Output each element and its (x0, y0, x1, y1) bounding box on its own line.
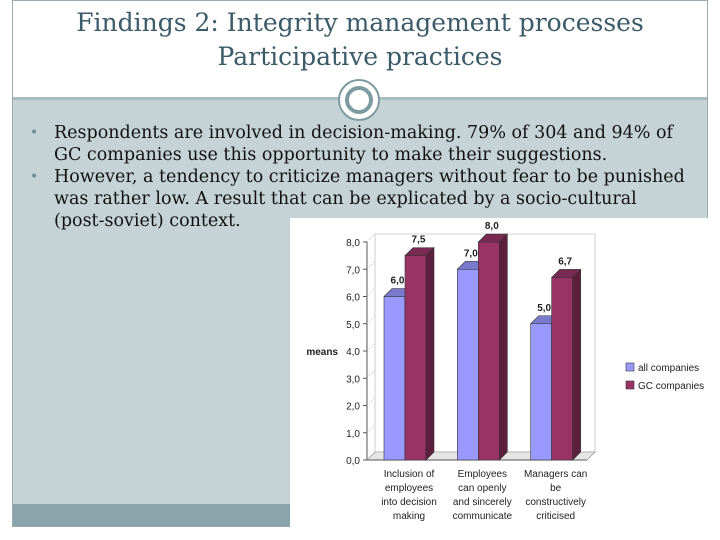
y-tick-diagonal (366, 451, 376, 461)
data-label: 6,0 (391, 276, 405, 287)
data-label: 7,0 (464, 248, 478, 259)
x-category-label: and sincerely (453, 497, 512, 508)
legend-swatch (625, 380, 635, 390)
x-category-label: employees (385, 483, 433, 494)
chart-svg: 0,0 1,0 2,0 3,0 4,0 5,0 6,0 7,0 8,0 means 6,0 7,5 In… (306, 221, 704, 522)
y-tick-diagonal (366, 342, 376, 352)
bar-top (550, 269, 582, 278)
bar-chart: 0,0 1,0 2,0 3,0 4,0 5,0 6,0 7,0 8,0 means 6,0 7,5 In… (290, 218, 720, 540)
y-axis-title: means (306, 347, 338, 358)
x-category-label: be (550, 483, 562, 494)
y-tick-label: 6,0 (346, 293, 360, 304)
ring-inner (345, 86, 373, 114)
bar-top (477, 233, 509, 243)
title-line-2: Participative practices (217, 42, 503, 71)
legend-label: GC companies (638, 381, 704, 392)
bar-front (478, 241, 500, 461)
bar-front (383, 296, 406, 461)
bullet-text-1: Respondents are involved in decision-mak… (54, 123, 673, 165)
x-category-label: constructively (525, 497, 586, 508)
bar-front (457, 268, 479, 461)
x-category-label: into decision (381, 497, 437, 508)
bar-front (404, 255, 427, 461)
x-category-label: making (393, 511, 425, 522)
y-tick-label: 5,0 (346, 320, 360, 331)
y-tick-diagonal (366, 424, 376, 433)
x-category-label: Inclusion of (384, 469, 435, 480)
bar-front (551, 277, 573, 461)
y-tick-diagonal (366, 288, 376, 297)
bar-side (499, 233, 508, 461)
data-label: 8,0 (485, 221, 499, 232)
y-tick-label: 7,0 (346, 265, 360, 276)
y-tick-label: 8,0 (346, 238, 360, 249)
slide-title: Findings 2: Integrity management process… (13, 0, 707, 97)
legend-swatch (625, 362, 635, 372)
bullet-dot-icon: • (30, 169, 39, 185)
y-tick-label: 3,0 (346, 374, 360, 385)
y-tick-label: 0,0 (346, 456, 360, 467)
bullet-text-2: However, a tendency to criticize manager… (54, 167, 685, 231)
y-tick-label: 4,0 (346, 347, 360, 358)
y-tick-diagonal (366, 315, 376, 324)
bar-side (425, 246, 435, 461)
bullet-item-1: • Respondents are involved in decision-m… (28, 122, 688, 166)
bullet-list: • Respondents are involved in decision-m… (28, 122, 688, 232)
x-category-label: Employees (458, 469, 507, 480)
y-tick-label: 1,0 (346, 429, 360, 440)
data-label: 5,0 (537, 303, 551, 314)
x-category-label: can openly (458, 483, 506, 494)
title-line-1: Findings 2: Integrity management process… (76, 8, 644, 37)
x-category-label: communicate (453, 511, 513, 522)
y-tick-diagonal (366, 370, 376, 379)
bullet-item-2: • However, a tendency to criticize manag… (28, 166, 688, 232)
y-tick-diagonal (366, 261, 376, 270)
legend-label: all companies (638, 363, 699, 374)
bar-side (572, 268, 581, 461)
bar-top (404, 247, 435, 256)
y-tick-label: 2,0 (346, 402, 360, 413)
data-label: 7,5 (412, 235, 426, 246)
y-tick-diagonal (366, 233, 376, 243)
x-category-label: criticised (536, 511, 575, 522)
data-label: 6,7 (558, 256, 572, 267)
y-tick-diagonal (366, 397, 376, 406)
x-category-label: Managers can (524, 469, 587, 480)
bar-front (530, 323, 552, 461)
bullet-dot-icon: • (30, 125, 39, 141)
ring-ornament-icon (338, 79, 380, 121)
